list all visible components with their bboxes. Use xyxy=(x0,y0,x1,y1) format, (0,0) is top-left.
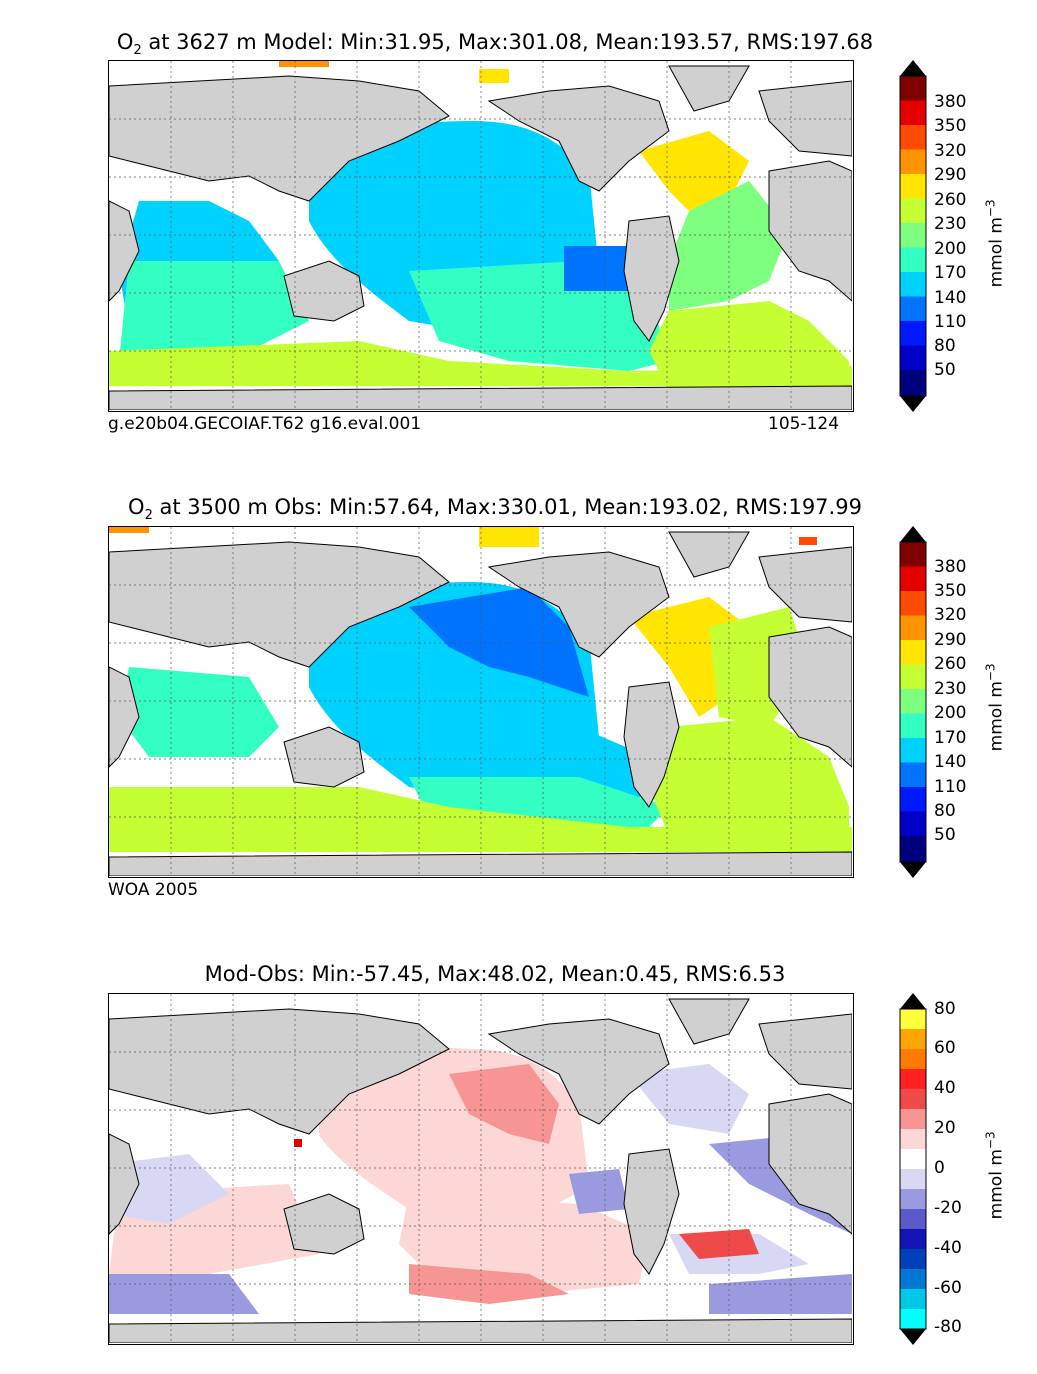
obs-caption-left: WOA 2005 xyxy=(108,880,199,900)
model-caption-left: g.e20b04.GECOIAF.T62 g16.eval.001 xyxy=(108,414,422,434)
model-map xyxy=(108,60,854,412)
obs-cb-tick-110: 110 xyxy=(934,777,967,797)
model-cb-tick-50: 50 xyxy=(934,360,956,380)
diff-cb-tick-neg80: -80 xyxy=(934,1317,962,1337)
obs-cb-tick-170: 170 xyxy=(934,728,967,748)
model-cb-tick-260: 260 xyxy=(934,190,967,210)
obs-cb-units: mmol m−3 xyxy=(983,663,1007,752)
obs-colorbar xyxy=(899,526,927,878)
diff-cb-units: mmol m−3 xyxy=(983,1131,1007,1220)
obs-cb-tick-380: 380 xyxy=(934,557,967,577)
diff-colorbar xyxy=(899,993,927,1345)
model-caption-right: 105-124 xyxy=(768,414,840,434)
model-cb-tick-200: 200 xyxy=(934,239,967,259)
model-cb-tick-230: 230 xyxy=(934,214,967,234)
diff-cb-tick-neg20: -20 xyxy=(934,1198,962,1218)
diff-cb-tick-60: 60 xyxy=(934,1038,956,1058)
diff-panel-title: Mod-Obs: Min:-57.45, Max:48.02, Mean:0.4… xyxy=(204,962,786,986)
diff-cb-tick-neg40: -40 xyxy=(934,1238,962,1258)
obs-cb-tick-230: 230 xyxy=(934,679,967,699)
model-cb-tick-110: 110 xyxy=(934,312,967,332)
model-cb-tick-170: 170 xyxy=(934,263,967,283)
obs-cb-tick-50: 50 xyxy=(934,825,956,845)
obs-cb-tick-290: 290 xyxy=(934,630,967,650)
obs-panel-title: O2 at 3500 m Obs: Min:57.64, Max:330.01,… xyxy=(128,495,862,524)
model-cb-tick-320: 320 xyxy=(934,141,967,161)
model-cb-tick-380: 380 xyxy=(934,92,967,112)
model-panel-title: O2 at 3627 m Model: Min:31.95, Max:301.0… xyxy=(116,30,874,59)
diff-cb-tick-40: 40 xyxy=(934,1078,956,1098)
obs-map xyxy=(108,526,854,878)
model-cb-tick-140: 140 xyxy=(934,288,967,308)
obs-cb-tick-200: 200 xyxy=(934,703,967,723)
obs-cb-tick-140: 140 xyxy=(934,752,967,772)
diff-cb-tick-0: 0 xyxy=(934,1158,945,1178)
diff-map xyxy=(108,993,854,1345)
diff-cb-tick-neg60: -60 xyxy=(934,1278,962,1298)
model-cb-tick-80: 80 xyxy=(934,336,956,356)
model-cb-tick-290: 290 xyxy=(934,165,967,185)
obs-cb-tick-350: 350 xyxy=(934,581,967,601)
diff-cb-tick-20: 20 xyxy=(934,1118,956,1138)
obs-cb-tick-260: 260 xyxy=(934,654,967,674)
model-colorbar xyxy=(899,60,927,412)
model-cb-tick-350: 350 xyxy=(934,116,967,136)
diff-cb-tick-80: 80 xyxy=(934,999,956,1019)
obs-cb-tick-320: 320 xyxy=(934,605,967,625)
obs-cb-tick-80: 80 xyxy=(934,801,956,821)
model-cb-units: mmol m−3 xyxy=(983,199,1007,288)
